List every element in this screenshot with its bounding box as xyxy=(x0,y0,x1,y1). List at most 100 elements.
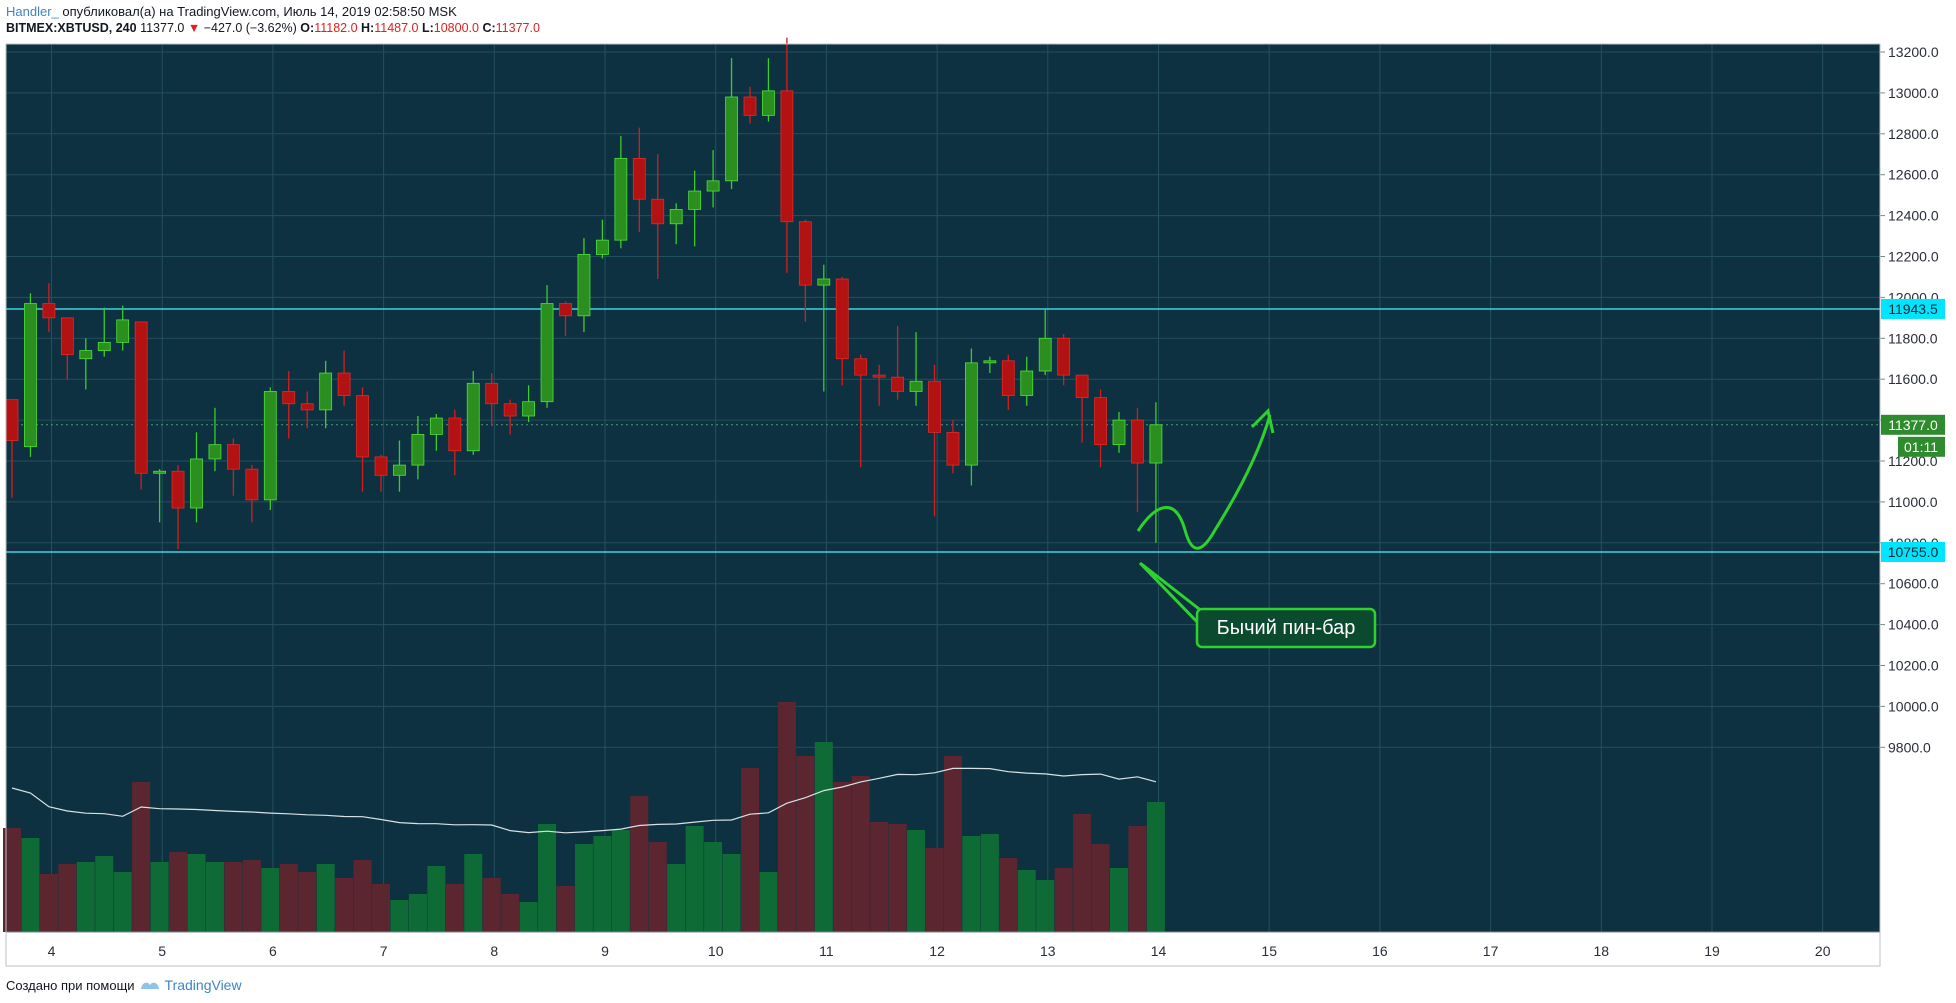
volume-bar xyxy=(169,852,188,932)
volume-bar xyxy=(224,862,243,932)
candle-body xyxy=(909,380,923,392)
price-tick-label: 11600.0 xyxy=(1888,371,1938,387)
volume-bar xyxy=(76,862,95,932)
volume-bar xyxy=(1091,844,1110,932)
grid-lines xyxy=(6,44,1880,932)
candle-body xyxy=(42,303,56,319)
volume-bar xyxy=(58,864,77,932)
candle-body xyxy=(374,456,388,476)
chart-frame xyxy=(5,43,1881,967)
volume-bar xyxy=(279,864,298,932)
time-tick-label: 5 xyxy=(158,943,166,959)
candle-body xyxy=(540,303,554,403)
price-label-box xyxy=(1881,414,1945,435)
volume-bar xyxy=(943,756,962,932)
candle-body xyxy=(983,360,997,364)
candle-body xyxy=(725,96,738,182)
footer-brand-link[interactable]: TradingView xyxy=(164,977,242,993)
volume-bar xyxy=(759,872,778,932)
footer: Создано при помощи TradingView xyxy=(6,977,242,993)
volume-bar xyxy=(777,702,796,932)
candle-body xyxy=(153,470,167,474)
time-tick-label: 19 xyxy=(1704,943,1720,959)
price-axis[interactable] xyxy=(1880,44,1956,932)
volume-ma-line xyxy=(11,767,1157,834)
candle-body xyxy=(614,157,628,241)
time-tick-label: 18 xyxy=(1594,943,1610,959)
volume-bar xyxy=(1017,870,1036,932)
price-tick-label: 10000.0 xyxy=(1888,698,1939,714)
volume-bar xyxy=(962,836,981,932)
volume-bar xyxy=(1110,868,1128,932)
volume-bar xyxy=(316,864,335,932)
candle-body xyxy=(817,278,831,286)
time-tick-label: 12 xyxy=(929,943,945,959)
candle-body xyxy=(928,380,941,433)
candle-body xyxy=(171,470,185,509)
volume-bar xyxy=(538,824,557,932)
price-tick-label: 10400.0 xyxy=(1888,617,1939,633)
price-tick-label: 10200.0 xyxy=(1888,658,1939,674)
volume-bar xyxy=(593,836,612,932)
volume-bar xyxy=(722,854,741,932)
close-value: 11377.0 xyxy=(495,21,540,35)
time-tick-label: 11 xyxy=(819,943,834,959)
callout-box[interactable] xyxy=(1195,607,1377,649)
drawings[interactable]: Бычий пин-бар xyxy=(1136,408,1377,649)
price-tick-label: 12800.0 xyxy=(1888,126,1939,142)
candle-body xyxy=(79,350,93,360)
price-label-box xyxy=(1881,298,1945,319)
volume-bar xyxy=(611,830,630,932)
horizontal-levels[interactable] xyxy=(6,308,1880,553)
volume-bar xyxy=(685,826,704,932)
price-tick-label: 12400.0 xyxy=(1888,208,1939,224)
price-tick-label: 13000.0 xyxy=(1888,85,1939,101)
candle-body xyxy=(448,417,462,452)
volume-bar xyxy=(925,848,944,932)
volume-bar xyxy=(205,862,224,932)
volume-bar xyxy=(427,866,446,932)
volume-bars xyxy=(3,702,1165,932)
volume-bar xyxy=(630,796,649,932)
tradingview-logo-icon xyxy=(140,982,159,989)
candle-body xyxy=(522,401,535,417)
time-axis[interactable] xyxy=(6,932,1880,966)
volume-bar xyxy=(353,860,372,932)
time-tick-label: 16 xyxy=(1372,943,1388,959)
down-arrow-icon: ▼ xyxy=(187,21,201,35)
forecast-arrowhead xyxy=(1250,408,1275,434)
time-tick-label: 8 xyxy=(490,943,498,959)
candle-body xyxy=(208,444,222,460)
last-price: 11377.0 xyxy=(140,21,185,35)
author-link[interactable]: Handler_ xyxy=(6,4,59,19)
plot-area[interactable] xyxy=(6,44,1880,932)
candle-body xyxy=(835,278,849,360)
candle-body xyxy=(669,209,683,225)
volume-bar xyxy=(556,886,575,932)
candle-body xyxy=(1149,424,1163,464)
price-tick-label: 13200.0 xyxy=(1888,44,1939,60)
candle-body xyxy=(854,358,868,376)
volume-bar xyxy=(796,756,815,932)
forecast-curve[interactable] xyxy=(1136,414,1272,550)
candle-body xyxy=(466,382,480,452)
price-label-text: 11377.0 xyxy=(1888,417,1938,433)
volume-bar xyxy=(242,860,261,932)
candle-body xyxy=(1038,337,1052,372)
price-tick-label: 11200.0 xyxy=(1888,453,1938,469)
candle-body xyxy=(1075,374,1089,399)
time-tick-label: 15 xyxy=(1261,943,1277,959)
candle-body xyxy=(762,90,775,116)
candle-body xyxy=(743,96,757,116)
candle-body xyxy=(503,403,517,417)
volume-bar xyxy=(667,864,686,932)
candle-body xyxy=(1131,419,1144,464)
candle-body xyxy=(1094,397,1107,446)
countdown-box xyxy=(1898,436,1945,457)
volume-bar xyxy=(39,874,58,932)
volume-bar xyxy=(3,828,21,932)
candle-body xyxy=(577,254,591,317)
candle-body xyxy=(965,362,978,466)
price-tick-label: 11800.0 xyxy=(1888,330,1938,346)
